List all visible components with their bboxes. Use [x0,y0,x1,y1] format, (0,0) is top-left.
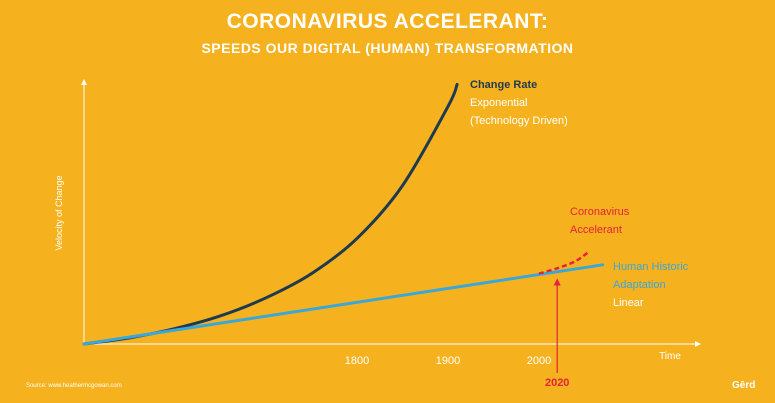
series-label-coronavirus: Coronavirus Accelerant [570,206,630,236]
source-credit: Source: www.heathermcgowan.com [26,383,122,389]
series-label-line: Linear [613,297,644,309]
series-label-line: Change Rate [470,79,537,91]
series-label-line: Adaptation [613,279,666,291]
x-tick-labels: 1800 1900 2000 [345,355,551,367]
x-tick-label: 2000 [527,355,551,367]
series-label-line: Exponential [470,97,528,109]
y-axis-label: Velocity of Change [54,175,64,250]
series-line-human-historic [82,263,605,346]
series-label-line: (Technology Driven) [470,115,568,127]
series-label-line: Human Historic [613,261,689,273]
series-label-line: Accelerant [570,224,622,236]
chart-title: CORONAVIRUS ACCELERANT: [226,10,549,33]
series-label-change-rate: Change Rate Exponential (Technology Driv… [470,79,568,127]
series-label-line: Coronavirus [570,206,630,218]
x-tick-label: 1800 [345,355,369,367]
chart-subtitle: SPEEDS OUR DIGITAL (HUMAN) TRANSFORMATIO… [201,40,574,56]
series-label-human-historic: Human Historic Adaptation Linear [613,261,689,309]
x-axis-label: Time [659,351,681,362]
x-tick-label: 1900 [436,355,460,367]
annotation-label-2020: 2020 [545,377,569,389]
series-line-coronavirus [538,250,590,275]
brand-logo: Gērd [732,380,756,391]
series-line-change-rate [82,82,459,346]
